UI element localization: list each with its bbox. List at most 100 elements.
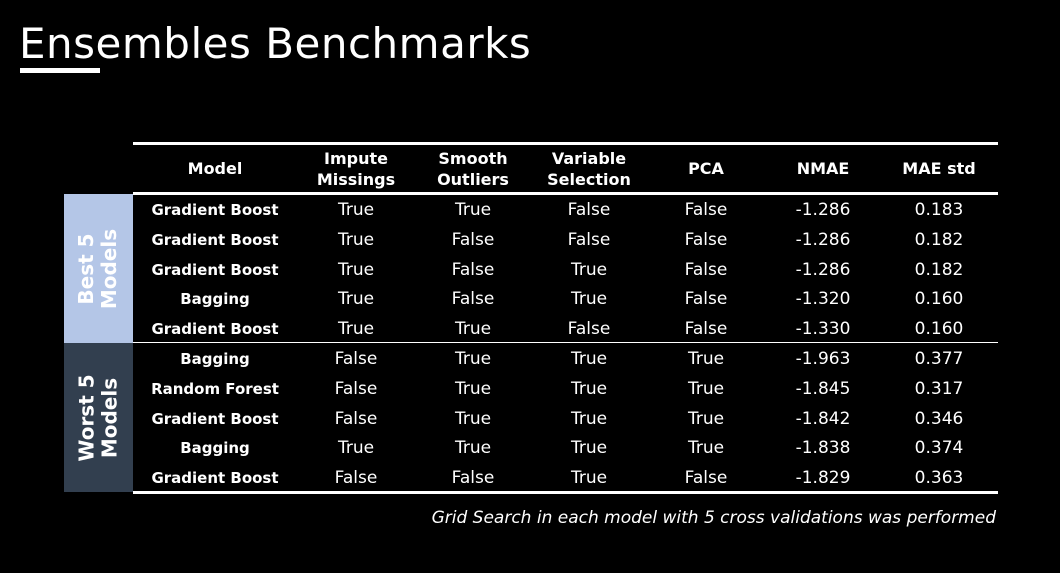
table-row: Gradient Boost False True True True -1.842 0.3… bbox=[133, 404, 998, 434]
best-models-group-label: Best 5 Models bbox=[64, 194, 133, 343]
table-row: Gradient Boost True False False False -1.286 0… bbox=[133, 225, 998, 255]
header-pca: PCA bbox=[688, 159, 724, 178]
cell-nmae: -1.320 bbox=[795, 289, 851, 310]
cell-mae-std: 0.317 bbox=[914, 378, 964, 399]
cell-model: Gradient Boost bbox=[151, 260, 279, 279]
cell-pca: True bbox=[687, 438, 725, 459]
table-row: Gradient Boost True False True False -1.286 0.… bbox=[133, 255, 998, 285]
table-row: Bagging True True True True -1.838 0.374 bbox=[133, 433, 998, 463]
cell-variable-selection: True bbox=[570, 259, 608, 280]
cell-smooth-outliers: True bbox=[454, 378, 492, 399]
cell-pca: False bbox=[684, 468, 728, 489]
header-model: Model bbox=[187, 159, 243, 178]
best-group-line-1: Best 5 bbox=[74, 232, 99, 305]
cell-variable-selection: True bbox=[570, 378, 608, 399]
cell-impute-missings: False bbox=[334, 349, 378, 369]
header-impute-missings: Impute Missings bbox=[316, 148, 396, 189]
cell-variable-selection: False bbox=[567, 200, 611, 220]
cell-model: Bagging bbox=[180, 439, 250, 458]
cell-mae-std: 0.346 bbox=[914, 408, 964, 429]
cell-nmae: -1.838 bbox=[795, 438, 851, 459]
cell-smooth-outliers: False bbox=[451, 289, 495, 310]
cell-nmae: -1.286 bbox=[795, 259, 851, 280]
cell-model: Gradient Boost bbox=[151, 230, 279, 249]
cell-variable-selection: False bbox=[567, 319, 611, 340]
cell-smooth-outliers: True bbox=[454, 408, 492, 429]
cell-variable-selection: True bbox=[570, 438, 608, 459]
cell-smooth-outliers: False bbox=[451, 468, 495, 489]
cell-mae-std: 0.374 bbox=[914, 438, 964, 459]
cell-mae-std: 0.182 bbox=[914, 259, 964, 280]
header-mae-std: MAE std bbox=[902, 159, 976, 178]
header-smooth-outliers: Smooth Outliers bbox=[437, 148, 509, 189]
cell-mae-std: 0.160 bbox=[914, 319, 964, 340]
cell-impute-missings: False bbox=[334, 378, 378, 399]
cell-smooth-outliers: False bbox=[451, 229, 495, 250]
cell-nmae: -1.286 bbox=[795, 200, 851, 220]
cell-variable-selection: True bbox=[570, 468, 608, 489]
table-row: Bagging False True True True -1.963 0.377 bbox=[133, 344, 998, 374]
cell-model: Gradient Boost bbox=[151, 409, 279, 428]
table-top-rule bbox=[133, 142, 998, 145]
cell-nmae: -1.330 bbox=[795, 319, 851, 340]
cell-smooth-outliers: True bbox=[454, 349, 492, 369]
table-row: Gradient Boost False False True False -1.829 0… bbox=[133, 463, 998, 493]
cell-smooth-outliers: False bbox=[451, 259, 495, 280]
cell-impute-missings: False bbox=[334, 468, 378, 489]
cell-nmae: -1.842 bbox=[795, 408, 851, 429]
cell-impute-missings: True bbox=[337, 200, 375, 220]
page-title: Ensembles Benchmarks bbox=[19, 19, 532, 68]
cell-model: Gradient Boost bbox=[151, 469, 279, 488]
cell-nmae: -1.963 bbox=[795, 349, 851, 369]
worst-models-group-label: Worst 5 Models bbox=[64, 343, 133, 492]
cell-model: Gradient Boost bbox=[151, 320, 279, 339]
cell-mae-std: 0.363 bbox=[914, 468, 964, 489]
header-variable-selection: Variable Selection bbox=[547, 148, 631, 189]
group-separator-rule bbox=[133, 342, 998, 343]
cell-pca: False bbox=[684, 259, 728, 280]
cell-variable-selection: True bbox=[570, 349, 608, 369]
cell-mae-std: 0.160 bbox=[914, 289, 964, 310]
cell-mae-std: 0.377 bbox=[914, 349, 964, 369]
table-row: Random Forest False True True True -1.845 0.31… bbox=[133, 374, 998, 404]
cell-pca: True bbox=[687, 349, 725, 369]
cell-nmae: -1.829 bbox=[795, 468, 851, 489]
cell-variable-selection: True bbox=[570, 289, 608, 310]
table-row: Gradient Boost True True False False -1.330 0.… bbox=[133, 314, 998, 344]
cell-model: Bagging bbox=[180, 350, 250, 368]
cell-pca: False bbox=[684, 200, 728, 220]
cell-pca: False bbox=[684, 229, 728, 250]
cell-mae-std: 0.183 bbox=[914, 200, 964, 220]
worst-group-line-1: Worst 5 bbox=[74, 373, 99, 462]
cell-pca: True bbox=[687, 408, 725, 429]
cell-nmae: -1.845 bbox=[795, 378, 851, 399]
table-row: Gradient Boost True True False False -1.286 0.… bbox=[133, 195, 998, 225]
cell-impute-missings: False bbox=[334, 408, 378, 429]
cell-smooth-outliers: True bbox=[454, 200, 492, 220]
cell-pca: False bbox=[684, 319, 728, 340]
worst-group-line-2: Models bbox=[97, 377, 122, 458]
cell-impute-missings: True bbox=[337, 289, 375, 310]
cell-smooth-outliers: True bbox=[454, 319, 492, 340]
cell-model: Bagging bbox=[180, 290, 250, 309]
cell-model: Gradient Boost bbox=[151, 201, 279, 219]
table-row: Bagging True False True False -1.320 0.160 bbox=[133, 284, 998, 314]
footnote: Grid Search in each model with 5 cross v… bbox=[431, 508, 996, 528]
cell-impute-missings: True bbox=[337, 259, 375, 280]
cell-mae-std: 0.182 bbox=[914, 229, 964, 250]
cell-model: Random Forest bbox=[151, 379, 279, 398]
cell-impute-missings: True bbox=[337, 229, 375, 250]
cell-impute-missings: True bbox=[337, 319, 375, 340]
cell-smooth-outliers: True bbox=[454, 438, 492, 459]
cell-impute-missings: True bbox=[337, 438, 375, 459]
best-group-line-2: Models bbox=[97, 228, 122, 309]
header-nmae: NMAE bbox=[796, 159, 850, 178]
header-rule bbox=[133, 192, 998, 195]
cell-pca: False bbox=[684, 289, 728, 310]
cell-variable-selection: True bbox=[570, 408, 608, 429]
title-underline bbox=[20, 68, 100, 73]
cell-nmae: -1.286 bbox=[795, 229, 851, 250]
cell-pca: True bbox=[687, 378, 725, 399]
table-bottom-rule bbox=[133, 491, 998, 494]
cell-variable-selection: False bbox=[567, 229, 611, 250]
